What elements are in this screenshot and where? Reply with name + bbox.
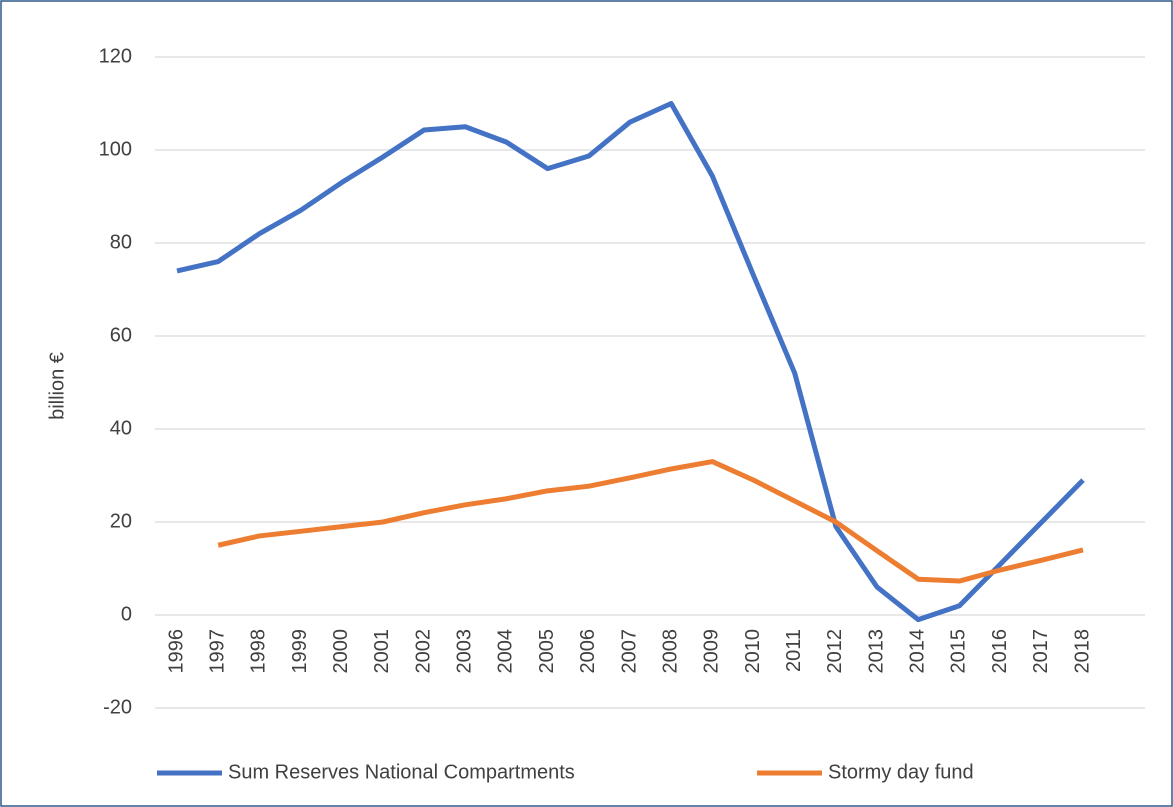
x-tick-label: 2009 <box>701 629 723 674</box>
y-axis-label: billion € <box>46 352 68 420</box>
y-tick-label: 40 <box>110 417 132 439</box>
x-tick-label: 2010 <box>742 629 764 674</box>
x-tick-label: 2002 <box>412 629 434 674</box>
y-tick-label: 100 <box>99 138 132 160</box>
x-tick-label: 2013 <box>865 629 887 674</box>
x-tick-label: 2005 <box>536 629 558 674</box>
x-tick-label: 2018 <box>1071 629 1093 674</box>
x-tick-label: 1999 <box>289 629 311 674</box>
x-tick-label: 2006 <box>577 629 599 674</box>
x-tick-label: 1997 <box>206 629 228 674</box>
x-tick-label: 2014 <box>907 629 929 674</box>
x-tick-label: 2017 <box>1030 629 1052 674</box>
y-tick-label: 120 <box>99 45 132 67</box>
x-tick-label: 2000 <box>330 629 352 674</box>
x-tick-label: 2011 <box>783 629 805 672</box>
y-tick-label: 20 <box>110 510 132 532</box>
x-tick-label: 1996 <box>165 629 187 674</box>
legend-label: Stormy day fund <box>828 761 974 783</box>
y-tick-label: 0 <box>121 603 132 625</box>
series-line <box>176 101 1085 623</box>
x-tick-label: 2007 <box>618 629 640 674</box>
x-tick-label: 2016 <box>989 629 1011 674</box>
y-tick-label: -20 <box>103 696 132 718</box>
x-tick-label: 2015 <box>948 629 970 674</box>
y-tick-label: 60 <box>110 324 132 346</box>
x-tick-label: 2001 <box>371 629 393 674</box>
y-tick-label: 80 <box>110 231 132 253</box>
legend-label: Sum Reserves National Compartments <box>228 761 575 783</box>
x-tick-label: 2004 <box>495 629 517 674</box>
x-tick-label: 2003 <box>454 629 476 674</box>
x-tick-label: 1998 <box>248 629 270 674</box>
x-tick-label: 2008 <box>659 629 681 674</box>
x-tick-label: 2012 <box>824 629 846 674</box>
series-line <box>217 459 1084 584</box>
